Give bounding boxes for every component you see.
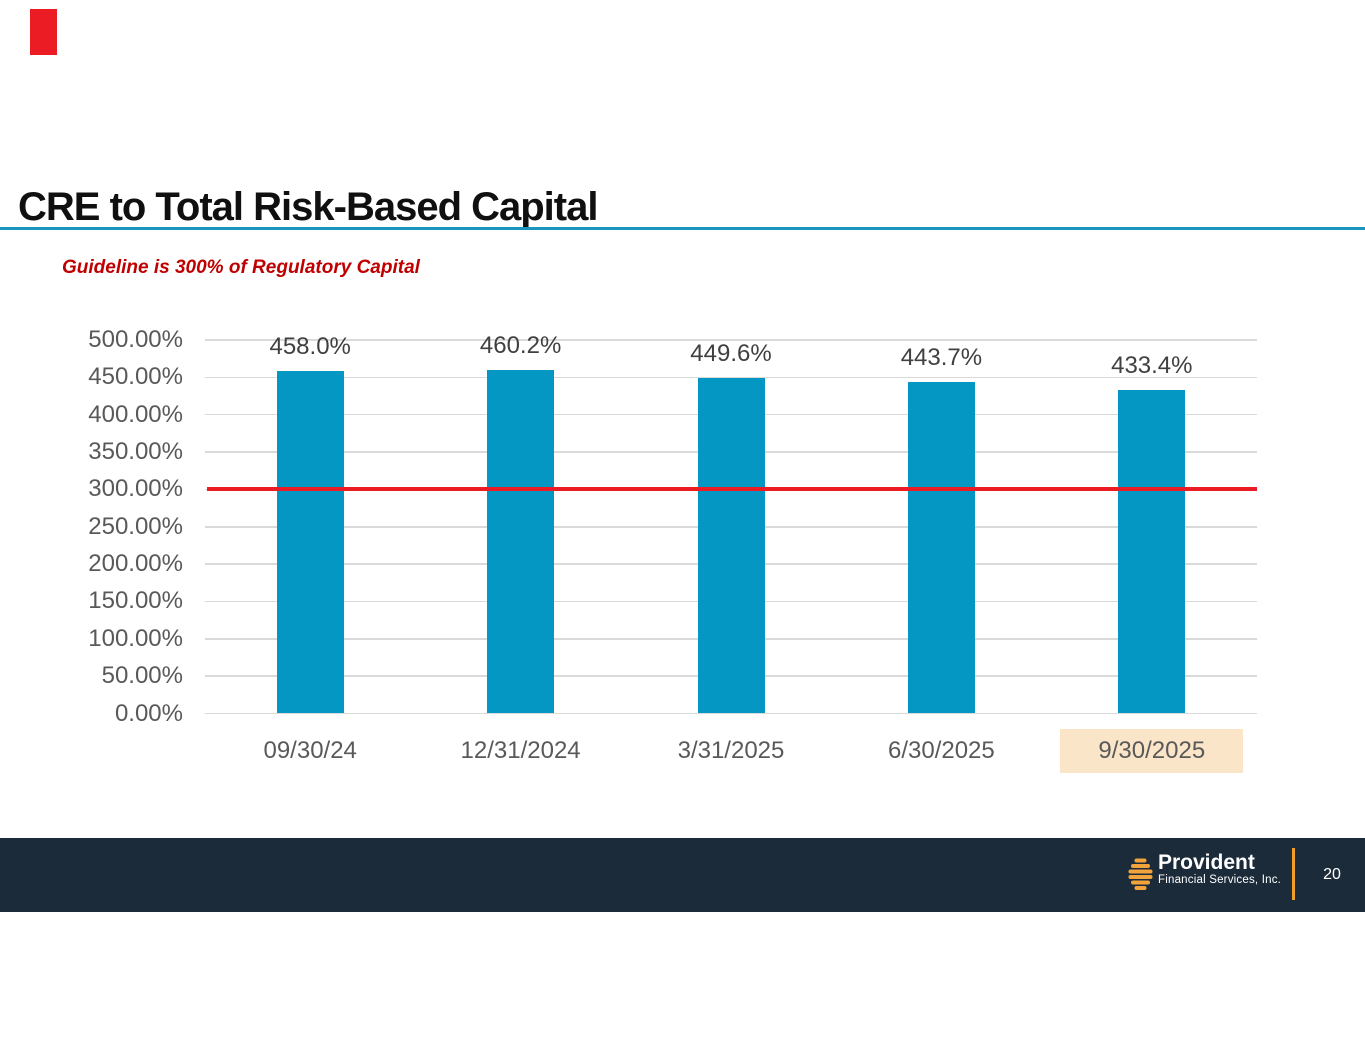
gridline [205,376,1257,379]
x-axis-label: 3/31/2025 [626,729,836,773]
x-axis-label: 6/30/2025 [836,729,1046,773]
x-axis-label-text: 3/31/2025 [677,737,785,764]
red-marker [30,9,57,55]
bar-value-label: 460.2% [479,331,562,359]
x-axis-label: 09/30/24 [205,729,415,773]
bar [487,369,555,714]
bar-value-label: 458.0% [269,333,351,361]
gridline [205,712,1257,715]
bar [1118,389,1186,714]
guideline-note: Guideline is 300% of Regulatory Capital [62,257,420,278]
bar-value-label: 433.4% [1111,351,1193,379]
footer-bar: Provident Financial Services, Inc. 20 [0,838,1365,912]
y-axis-tick-label: 0.00% [114,699,183,727]
y-axis-tick-label: 150.00% [88,587,183,615]
y-axis-tick-label: 500.00% [88,326,183,353]
footer-divider [1292,848,1295,900]
title-underline [0,227,1365,230]
x-axis-label-text: 6/30/2025 [887,737,995,764]
guideline-reference-line [207,487,1257,492]
y-axis-tick-label: 400.00% [88,400,183,428]
gridline [205,339,1257,341]
page-title: CRE to Total Risk-Based Capital [18,184,598,229]
company-logo: Provident Financial Services, Inc. [1128,852,1281,893]
y-axis-tick-label: 200.00% [88,550,183,578]
bar [276,371,344,714]
y-axis-tick-label: 350.00% [88,438,183,466]
y-axis-tick-label: 450.00% [88,363,183,391]
x-axis-label-highlighted: 9/30/2025 [1060,729,1244,773]
page-number: 20 [1323,866,1341,883]
bar-value-label: 449.6% [690,339,772,367]
y-axis-tick-label: 100.00% [88,624,183,652]
x-axis-label: 9/30/2025 [1047,729,1257,773]
x-axis-label-text: 12/31/2024 [460,737,581,764]
bar-value-label: 443.7% [900,344,983,372]
y-axis-tick-label: 300.00% [88,475,183,503]
y-axis-tick-label: 250.00% [88,512,183,540]
logo-text: Provident Financial Services, Inc. [1158,852,1281,887]
logo-name: Provident [1158,851,1255,874]
x-axis-label-text: 09/30/24 [263,737,357,764]
logo-subtitle: Financial Services, Inc. [1158,874,1282,886]
x-axis-label: 12/31/2024 [415,729,625,773]
beehive-logo-icon [1128,858,1153,890]
y-axis-tick-label: 50.00% [101,662,183,690]
bar [697,377,765,714]
bar [907,382,975,714]
